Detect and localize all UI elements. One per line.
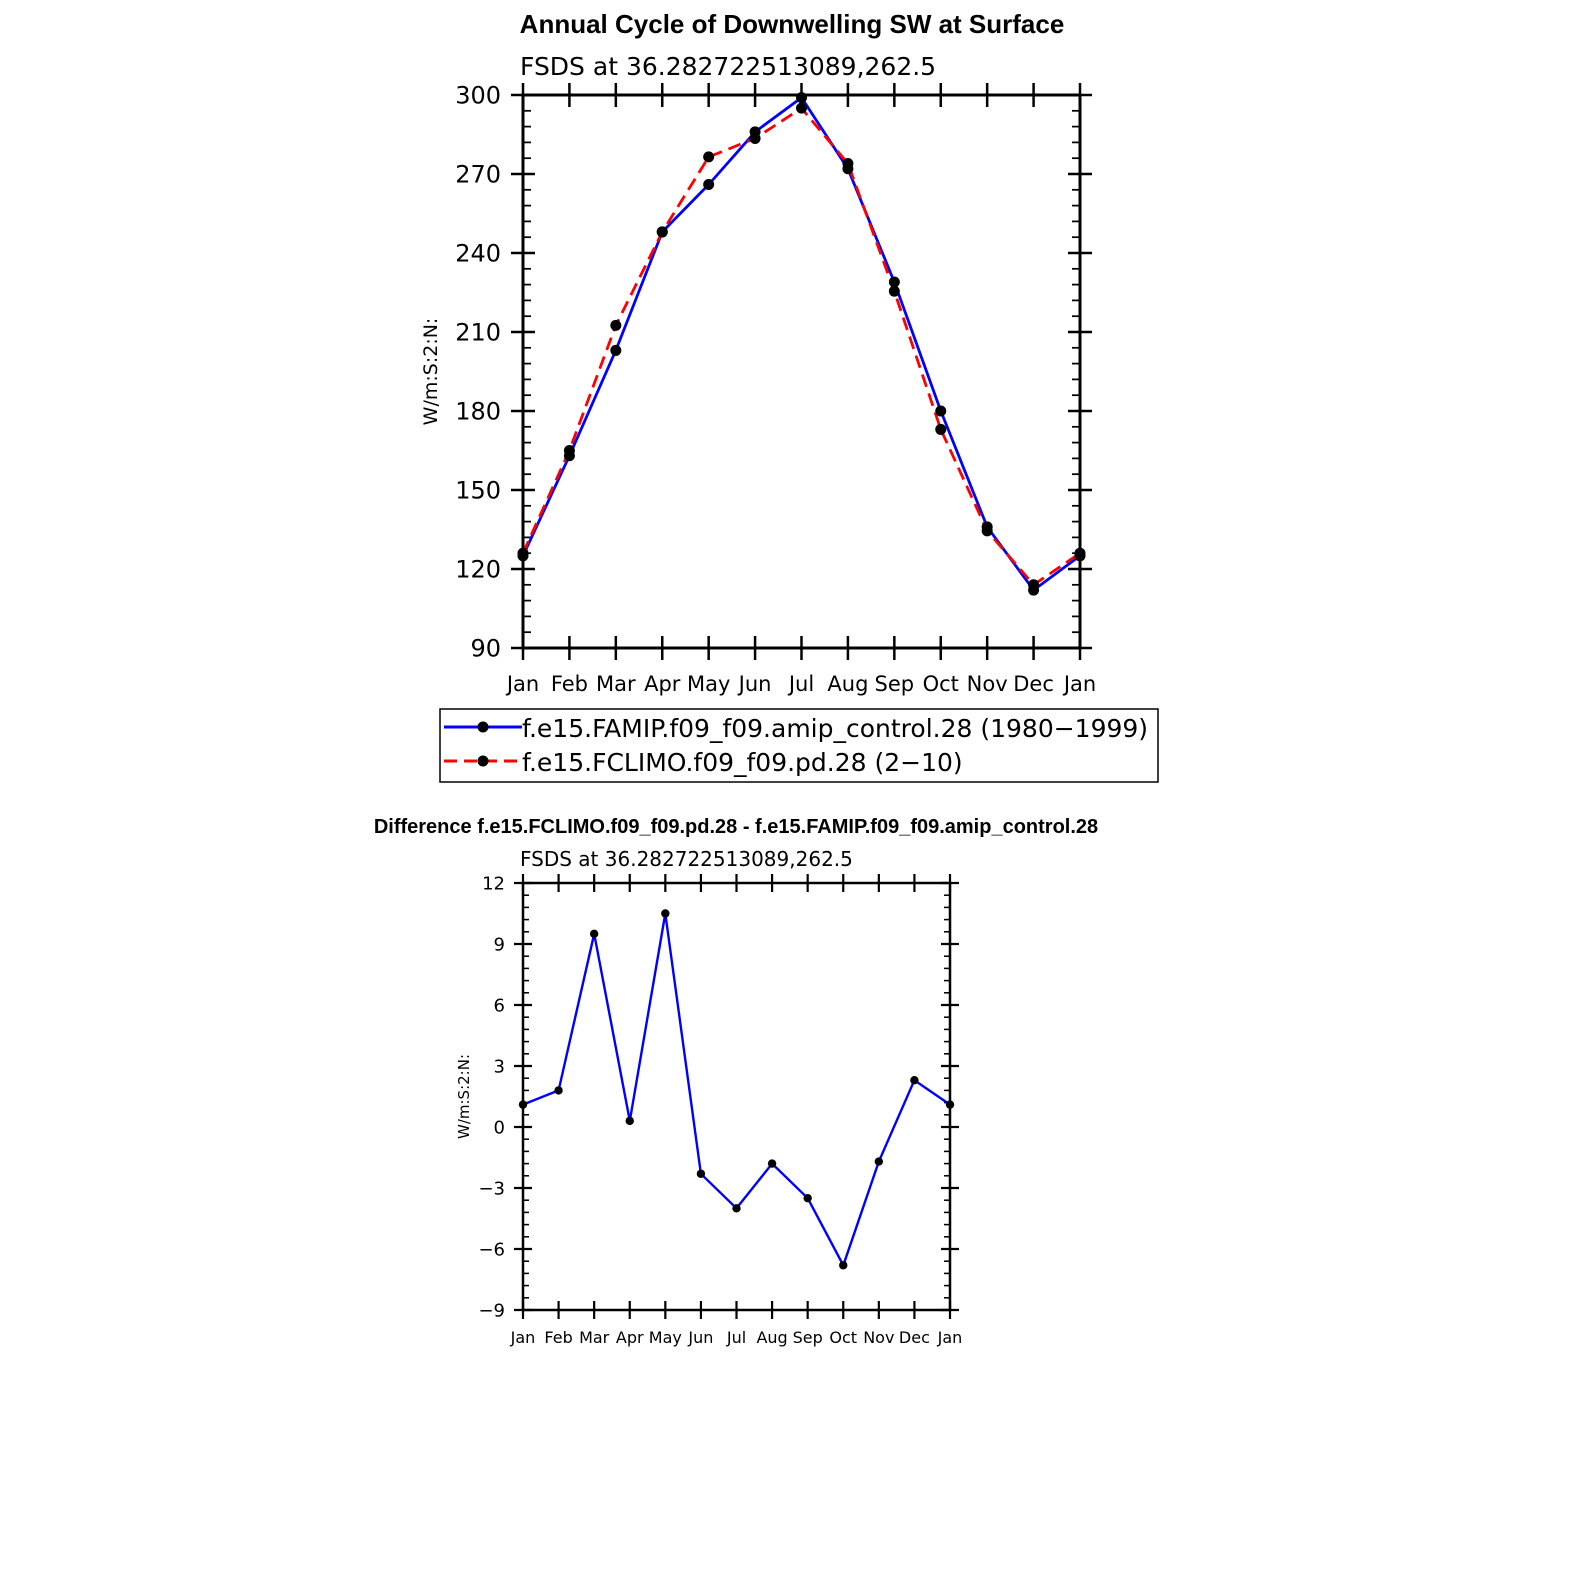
top-ytick-label: 210 <box>455 319 501 347</box>
top-series-0-point <box>888 276 900 288</box>
bottom-series-0-point <box>518 1100 528 1109</box>
bottom-chart-title: Difference f.e15.FCLIMO.f09_f09.pd.28 - … <box>374 816 1098 838</box>
bottom-chart-plot: −9 −6 −3 0 3 6 9 12 Jan Feb Mar Apr May Jun Jul Aug Sep O… <box>455 873 962 1347</box>
top-xtick-label: Nov <box>967 672 1008 696</box>
bottom-ytick-label: 12 <box>482 873 505 894</box>
bottom-ytick-label: −9 <box>478 1300 505 1321</box>
bottom-ytick-label: 6 <box>494 995 505 1016</box>
top-xtick-label: Jun <box>737 672 772 696</box>
bottom-series-0-point <box>803 1193 812 1203</box>
bottom-xtick-label: Jan <box>510 1328 536 1347</box>
bottom-xtick-label: Jul <box>726 1328 746 1347</box>
top-xtick-label: Jul <box>787 672 814 696</box>
bottom-ytick-label: 3 <box>494 1056 505 1077</box>
bottom-xtick-label: Dec <box>899 1328 930 1347</box>
top-series-1-point <box>1074 547 1086 559</box>
top-ytick-label: 180 <box>455 398 501 426</box>
top-ytick-label: 90 <box>470 635 501 663</box>
bottom-xtick-label: Aug <box>756 1328 787 1347</box>
bottom-ytick-label: −3 <box>478 1178 505 1199</box>
top-series-1-point <box>656 226 668 238</box>
top-series-0-point <box>796 92 807 104</box>
bottom-xtick-label: Sep <box>793 1328 823 1347</box>
bottom-plot-frame <box>521 881 952 1312</box>
top-xtick-label: Jan <box>505 672 539 696</box>
bottom-ytick-label: 0 <box>494 1117 505 1138</box>
bottom-chart-subtitle: FSDS at 36.282722513089,262.5 <box>520 847 853 871</box>
legend-marker-famip <box>477 721 489 733</box>
bottom-series-0-point <box>589 929 599 939</box>
top-series-1-point <box>610 319 622 331</box>
top-y-axis-label: W/m:S:2:N: <box>420 318 442 426</box>
bottom-xtick-label: Jun <box>687 1328 713 1347</box>
top-series-line-0 <box>521 96 1081 592</box>
bottom-xtick-label: Oct <box>829 1328 857 1347</box>
top-xtick-label: Dec <box>1013 672 1054 696</box>
bottom-series-0-point <box>696 1169 706 1178</box>
top-chart-title: Annual Cycle of Downwelling SW at Surfac… <box>520 9 1065 39</box>
bottom-y-axis-label: W/m:S:2:N: <box>455 1054 473 1139</box>
bottom-xtick-label: May <box>649 1328 682 1347</box>
bottom-xtick-label: Feb <box>544 1328 572 1347</box>
bottom-xtick-label: Nov <box>863 1328 894 1347</box>
bottom-series-0-point <box>767 1159 777 1168</box>
bottom-xtick-label: Apr <box>616 1328 644 1347</box>
top-series-1-point <box>981 525 993 537</box>
top-ytick-label: 300 <box>455 82 501 110</box>
legend-marker-fclimo <box>477 755 489 767</box>
top-series-1-point <box>842 157 854 169</box>
top-ytick-label: 150 <box>455 477 501 505</box>
top-series-line-1 <box>521 106 1081 587</box>
top-xtick-label: Apr <box>644 672 681 696</box>
bottom-series-0-point <box>839 1261 848 1270</box>
top-series-0-point <box>610 344 622 356</box>
bottom-series-0-point <box>661 909 670 918</box>
top-xtick-label: Oct <box>923 672 959 696</box>
legend-label-fclimo: f.e15.FCLIMO.f09_f09.pd.28 (2−10) <box>522 748 963 777</box>
top-series-1-point <box>1028 579 1040 591</box>
bottom-series-0-point <box>945 1100 955 1109</box>
bottom-series-0-point <box>732 1204 741 1213</box>
top-series-1-point <box>935 423 947 435</box>
top-xtick-label: Mar <box>596 672 636 696</box>
bottom-ytick-label: −6 <box>478 1239 505 1260</box>
bottom-xtick-label: Mar <box>579 1328 610 1347</box>
top-xtick-label: Jan <box>1062 672 1096 696</box>
top-series-1-point <box>703 151 715 163</box>
top-series-1-point <box>563 445 575 456</box>
top-ytick-label: 270 <box>455 161 501 189</box>
top-chart-subtitle: FSDS at 36.282722513089,262.5 <box>520 52 936 81</box>
top-series-1-point <box>888 285 900 297</box>
bottom-series-0-point <box>910 1076 919 1085</box>
top-xtick-label: May <box>687 672 730 696</box>
top-xtick-label: Aug <box>827 672 868 696</box>
legend-label-famip: f.e15.FAMIP.f09_f09.amip_control.28 (198… <box>522 714 1148 743</box>
legend-box <box>439 708 1159 783</box>
bottom-xtick-label: Jan <box>937 1328 963 1347</box>
bottom-series-0-point <box>554 1086 563 1095</box>
top-series-0-point <box>935 405 947 417</box>
bottom-series-0-point <box>625 1116 634 1126</box>
top-chart-legend: f.e15.FAMIP.f09_f09.amip_control.28 (198… <box>439 708 1159 783</box>
top-xtick-label: Sep <box>875 672 915 696</box>
top-chart-plot: 90 120 150 180 210 240 270 300 Jan Feb Mar Apr May Ju… <box>420 82 1096 696</box>
top-ytick-label: 120 <box>455 556 501 584</box>
top-xtick-label: Feb <box>551 672 588 696</box>
top-series-1-point <box>749 132 761 144</box>
top-series-0-point <box>703 179 715 191</box>
top-series-1-point <box>796 102 807 114</box>
top-series-1-point <box>517 547 529 559</box>
bottom-ytick-label: 9 <box>494 934 505 955</box>
top-ytick-label: 240 <box>455 240 501 268</box>
bottom-series-0-point <box>874 1157 884 1166</box>
